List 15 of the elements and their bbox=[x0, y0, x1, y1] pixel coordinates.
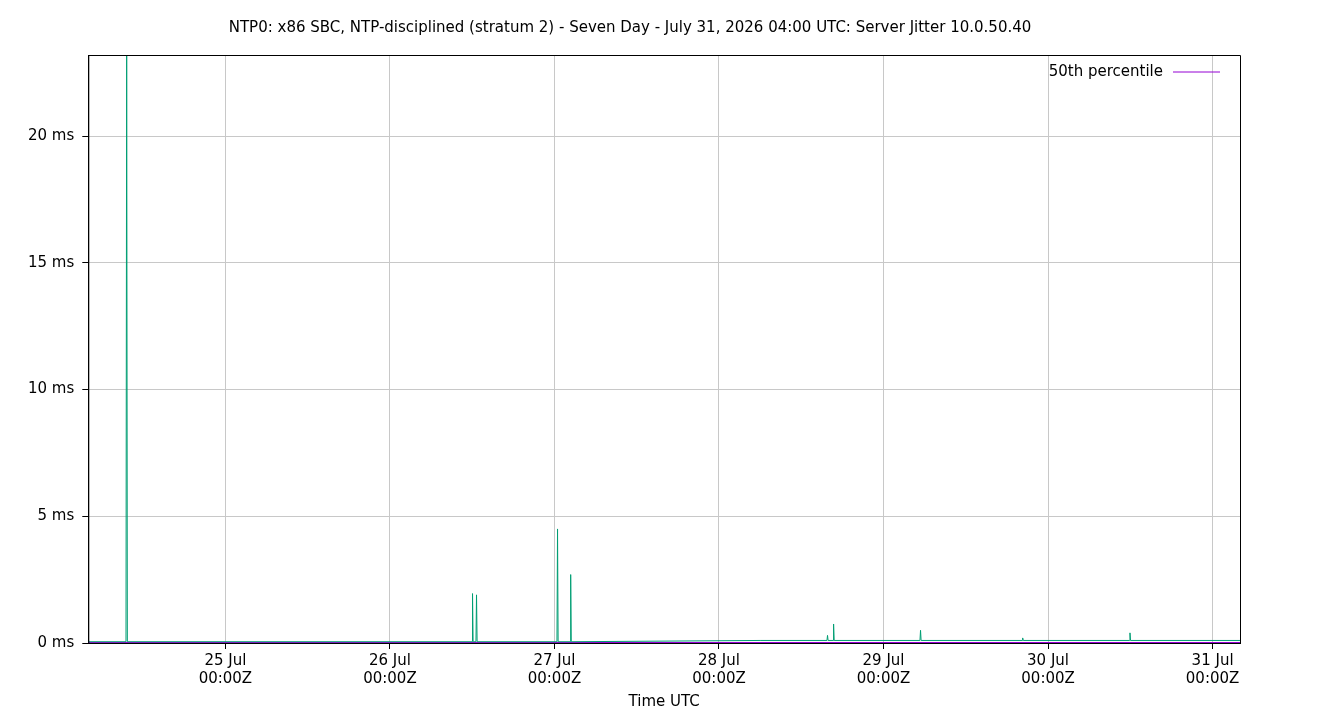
x-tick-label: 31 Jul 00:00Z bbox=[1185, 650, 1240, 687]
chart-title: NTP0: x86 SBC, NTP-disciplined (stratum 2) - Seven Day - July 31, 2026 04:00 UTC: Server Jitter 10.0.50.40 bbox=[228, 17, 1032, 36]
x-tick-label: 26 Jul 00:00Z bbox=[363, 650, 417, 687]
y-tick-label: 0 ms bbox=[37, 632, 75, 651]
x-axis-title: Time UTC bbox=[627, 691, 700, 710]
x-tick-label: 27 Jul 00:00Z bbox=[527, 650, 582, 687]
y-tick-label: 20 ms bbox=[27, 125, 75, 144]
legend-label: 50th percentile bbox=[1048, 61, 1163, 80]
y-tick-label: 10 ms bbox=[27, 379, 75, 398]
y-tick-label: 5 ms bbox=[37, 506, 75, 525]
x-tick-label: 30 Jul 00:00Z bbox=[1021, 650, 1075, 687]
x-tick-label: 29 Jul 00:00Z bbox=[856, 650, 911, 687]
x-tick-label: 28 Jul 00:00Z bbox=[692, 650, 746, 687]
x-tick-label: 25 Jul 00:00Z bbox=[198, 650, 253, 687]
y-tick-label: 15 ms bbox=[27, 252, 75, 271]
